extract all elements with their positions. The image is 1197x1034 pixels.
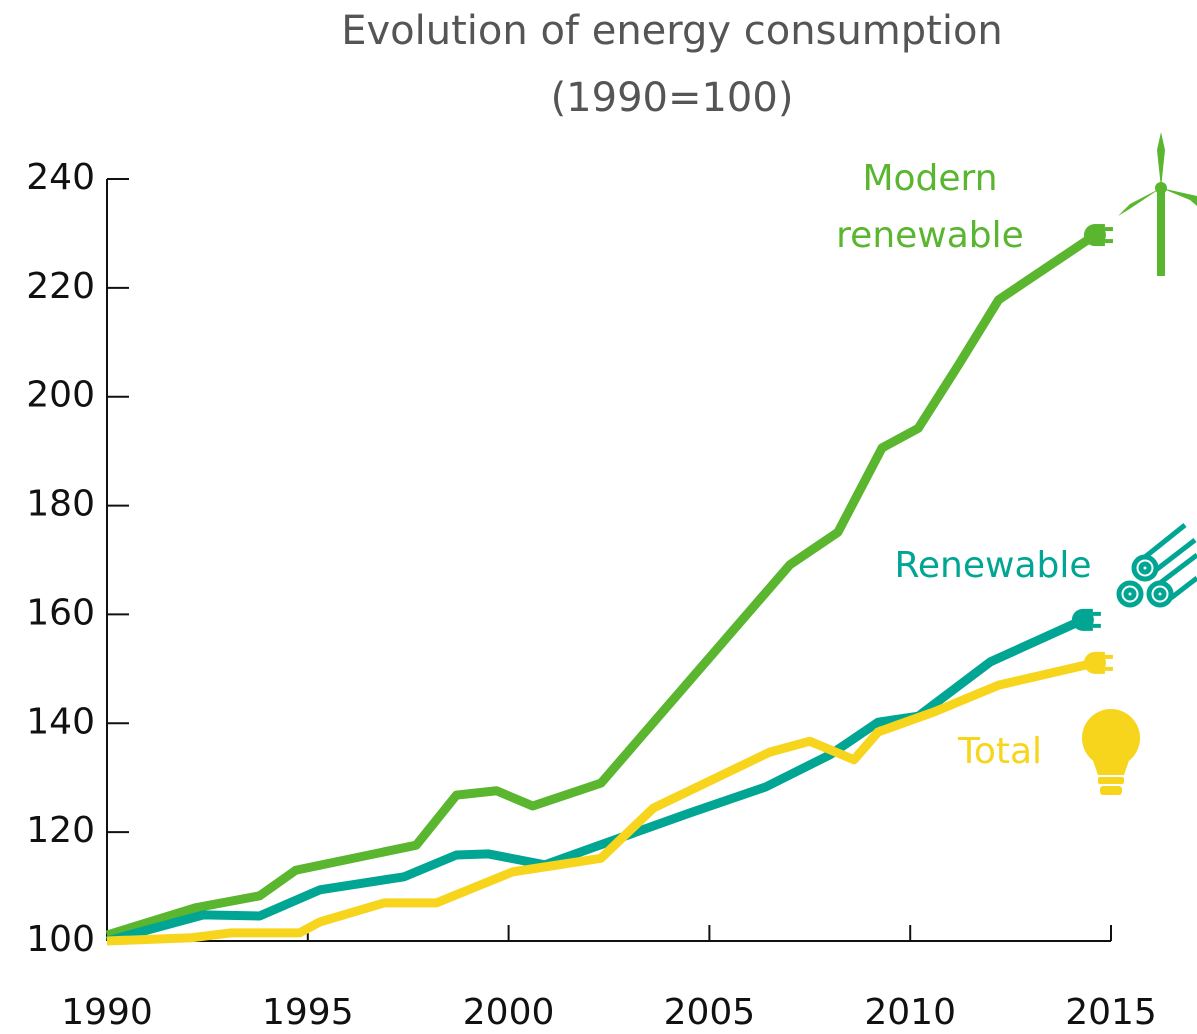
x-tick-label: 2005 — [664, 992, 756, 1033]
series-line — [105, 231, 1098, 940]
y-tick-label: 100 — [26, 919, 95, 960]
series-label: Total — [957, 731, 1042, 772]
y-tick-label: 180 — [26, 484, 95, 525]
chart-subtitle: (1990=100) — [551, 75, 794, 121]
y-tick-label: 240 — [26, 157, 95, 198]
x-tick-label: 2015 — [1065, 992, 1157, 1033]
y-tick-label: 160 — [26, 592, 95, 633]
chart-title: Evolution of energy consumption — [341, 8, 1003, 54]
y-tick-label: 140 — [26, 701, 95, 742]
y-tick-label: 200 — [26, 375, 95, 416]
x-tick-label: 1995 — [262, 992, 354, 1033]
plug-part — [1094, 651, 1105, 674]
windmill-icon — [1118, 132, 1197, 276]
bulb-icon — [1082, 709, 1140, 795]
series-label: Modern renewable — [836, 158, 1024, 256]
series-label: Renewable — [894, 545, 1091, 586]
x-tick-label: 2010 — [864, 992, 956, 1033]
y-tick-label: 220 — [26, 266, 95, 307]
plug-part — [1094, 224, 1105, 247]
plug-icon — [1083, 651, 1113, 674]
plug-icon — [1071, 608, 1101, 631]
decorations — [1082, 132, 1197, 795]
logs-icon — [1116, 523, 1197, 608]
x-tick-label: 2000 — [463, 992, 555, 1033]
y-tick-label: 120 — [26, 810, 95, 851]
plug-icon — [1083, 224, 1113, 247]
plug-part — [1082, 608, 1093, 631]
x-tick-label: 1990 — [61, 992, 153, 1033]
series-line — [106, 658, 1096, 946]
